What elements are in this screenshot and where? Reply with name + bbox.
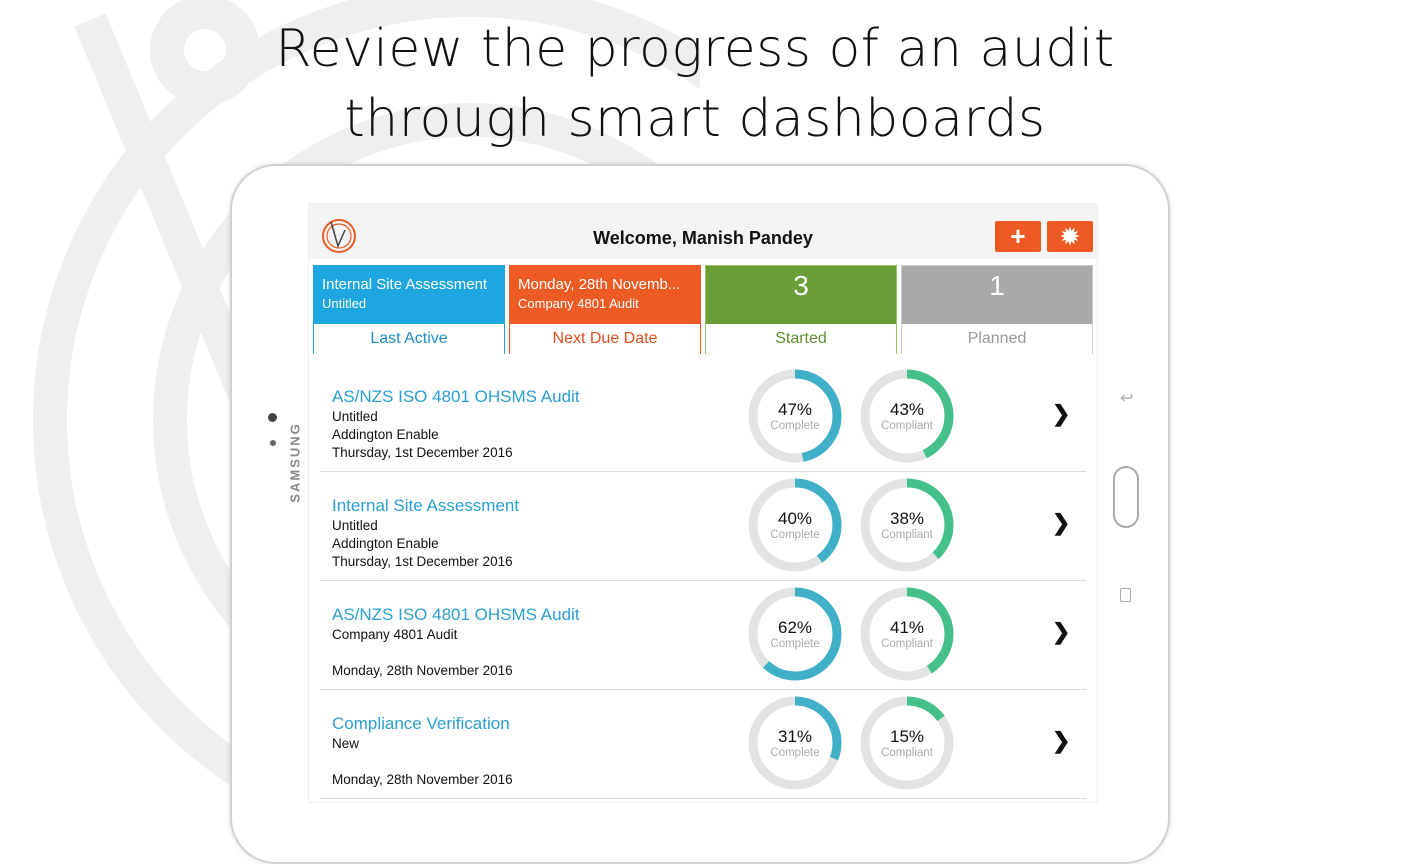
- complete-donut-arc: [748, 369, 842, 463]
- chevron-right-icon[interactable]: ❯: [1052, 510, 1071, 535]
- audit-row[interactable]: Compliance Verification New Monday, 28th N…: [320, 690, 1086, 799]
- camera: [268, 413, 277, 422]
- audit-detail: Addington Enable: [332, 427, 439, 442]
- complete-donut-arc: [748, 478, 842, 572]
- compliant-donut-arc: [860, 369, 954, 463]
- percent-value: 31%: [777, 727, 813, 746]
- tile-line2: Company 4801 Audit: [518, 296, 639, 311]
- audit-row[interactable]: AS/NZS ISO 4801 OHSMS Audit Untitled Addin…: [320, 363, 1086, 472]
- compliant-donut-arc: [860, 696, 954, 790]
- audit-detail: Company 4801 Audit: [332, 627, 458, 642]
- audit-title[interactable]: Compliance Verification: [332, 714, 510, 733]
- brand-label: SAMSUNG: [287, 422, 303, 503]
- compliant-donut: 43% Compliant: [859, 368, 955, 464]
- audit-detail: Thursday, 1st December 2016: [332, 554, 513, 569]
- headline: Review the progress of an audit through s…: [275, 19, 1115, 149]
- percent-label: Complete: [770, 529, 820, 541]
- plus-icon: +: [1010, 221, 1026, 251]
- audit-row[interactable]: Internal Site Assessment Untitled Addingto…: [320, 472, 1086, 581]
- compliant-donut: 15% Compliant: [859, 695, 955, 791]
- audit-detail: Untitled: [332, 518, 378, 533]
- audit-list: AS/NZS ISO 4801 OHSMS Audit Untitled Addin…: [320, 363, 1086, 799]
- audit-row[interactable]: AS/NZS ISO 4801 OHSMS Audit Company 4801 …: [320, 581, 1086, 690]
- tile-line2: Untitled: [322, 296, 367, 311]
- tile-planned[interactable]: 1 Planned: [901, 265, 1093, 354]
- recent-apps-icon[interactable]: [1120, 588, 1131, 602]
- percent-label: Complete: [770, 747, 820, 759]
- complete-donut: 40% Complete: [747, 477, 843, 573]
- percent-value: 38%: [889, 509, 925, 528]
- tile-last-active[interactable]: Internal Site Assessment Untitled Last Ac…: [313, 265, 505, 354]
- percent-label: Compliant: [881, 638, 933, 650]
- audit-detail: Monday, 28th November 2016: [332, 663, 513, 678]
- audit-detail: Thursday, 1st December 2016: [332, 445, 513, 460]
- audit-detail: Addington Enable: [332, 536, 439, 551]
- complete-donut-arc: [748, 696, 842, 790]
- tile-label: Started: [706, 324, 896, 354]
- tile-started[interactable]: 3 Started: [705, 265, 897, 354]
- complete-donut: 47% Complete: [747, 368, 843, 464]
- percent-label: Compliant: [881, 420, 933, 432]
- app-logo: [322, 219, 356, 253]
- chevron-right-icon[interactable]: ❯: [1052, 728, 1071, 753]
- header: Welcome, Manish Pandey + ✹: [309, 204, 1097, 259]
- compliant-donut-arc: [860, 478, 954, 572]
- gear-icon: ✹: [1060, 223, 1080, 249]
- tile-next-due[interactable]: Monday, 28th Novemb... Company 4801 Audit…: [509, 265, 701, 354]
- complete-donut: 62% Complete: [747, 586, 843, 682]
- percent-value: 43%: [889, 400, 925, 419]
- percent-label: Complete: [770, 420, 820, 432]
- audit-detail: Monday, 28th November 2016: [332, 772, 513, 787]
- compliant-donut: 38% Compliant: [859, 477, 955, 573]
- audit-detail: Untitled: [332, 409, 378, 424]
- tile-value: 3: [706, 266, 896, 324]
- complete-donut: 31% Complete: [747, 695, 843, 791]
- audit-title[interactable]: AS/NZS ISO 4801 OHSMS Audit: [332, 387, 580, 406]
- percent-value: 62%: [777, 618, 813, 637]
- settings-button[interactable]: ✹: [1047, 221, 1093, 252]
- tile-line1: Monday, 28th Novemb...: [518, 276, 681, 293]
- percent-label: Complete: [770, 638, 820, 650]
- audit-detail: New: [332, 736, 360, 751]
- chevron-right-icon[interactable]: ❯: [1052, 619, 1071, 644]
- chevron-right-icon[interactable]: ❯: [1052, 401, 1071, 426]
- back-icon[interactable]: ↩: [1120, 390, 1134, 407]
- sensor: [270, 440, 276, 446]
- audit-title[interactable]: Internal Site Assessment: [332, 496, 520, 515]
- audit-title[interactable]: AS/NZS ISO 4801 OHSMS Audit: [332, 605, 580, 624]
- percent-value: 15%: [889, 727, 925, 746]
- add-button[interactable]: +: [995, 221, 1041, 252]
- compliant-donut-arc: [860, 587, 954, 681]
- tile-line1: Internal Site Assessment: [322, 276, 488, 293]
- complete-donut-arc: [748, 587, 842, 681]
- percent-value: 47%: [777, 400, 813, 419]
- percent-label: Compliant: [881, 747, 933, 759]
- compliant-donut: 41% Compliant: [859, 586, 955, 682]
- tile-label: Last Active: [314, 324, 504, 354]
- percent-value: 41%: [889, 618, 925, 637]
- tile-label: Next Due Date: [510, 324, 700, 354]
- percent-value: 40%: [777, 509, 813, 528]
- welcome-title: Welcome, Manish Pandey: [593, 228, 813, 248]
- tile-value: 1: [902, 266, 1092, 324]
- app-screen: Welcome, Manish Pandey + ✹ Internal Site…: [308, 203, 1098, 803]
- tile-label: Planned: [902, 324, 1092, 354]
- home-button[interactable]: [1113, 466, 1139, 528]
- percent-label: Compliant: [881, 529, 933, 541]
